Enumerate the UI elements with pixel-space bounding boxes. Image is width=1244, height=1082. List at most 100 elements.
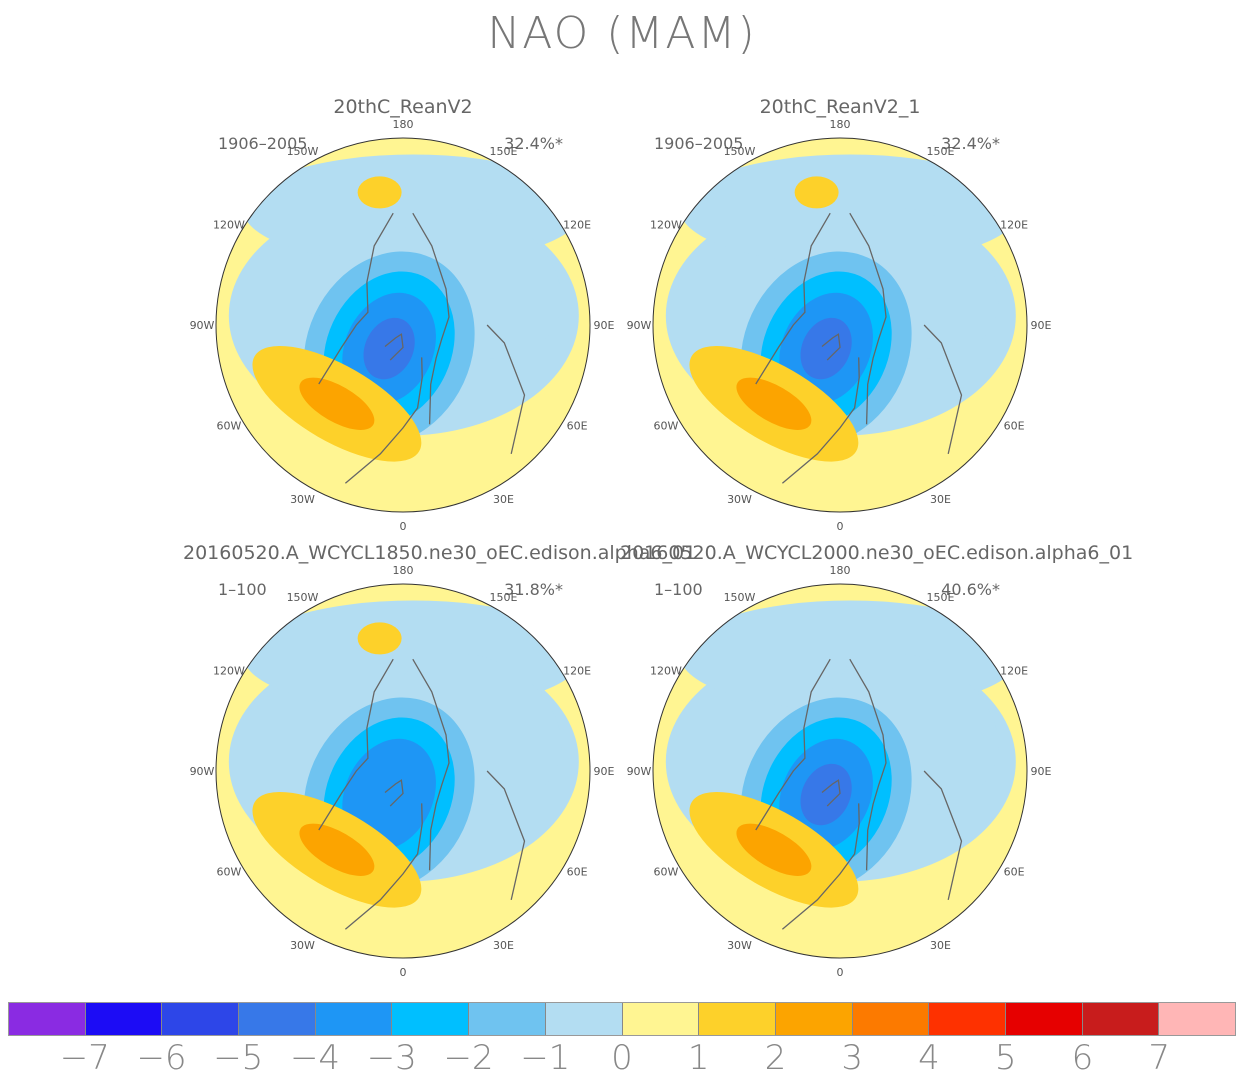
panel-title: 20thC_ReanV2 — [333, 96, 473, 118]
coastline — [384, 333, 404, 361]
panel-variance: 32.4%* — [504, 134, 563, 153]
coastline — [412, 658, 450, 871]
longitude-label: 180 — [830, 564, 851, 577]
longitude-label: 90W — [190, 765, 215, 778]
panel-period: 1906–2005 — [218, 134, 308, 153]
longitude-label: 90E — [594, 765, 615, 778]
field-atlantic-high — [736, 823, 812, 876]
coastlines — [755, 658, 963, 930]
colorbar-segment — [239, 1003, 316, 1035]
coastline — [318, 658, 394, 831]
longitude-label: 180 — [393, 564, 414, 577]
longitude-label: 30E — [493, 939, 514, 952]
map-panel: 20160520.A_WCYCL1850.ne30_oEC.edison.alp… — [183, 542, 697, 987]
map-panel: 20160520.A_WCYCL2000.ne30_oEC.edison.alp… — [620, 542, 1134, 987]
colorbar-tick-label: −6 — [136, 1038, 187, 1078]
longitude-label: 90W — [627, 765, 652, 778]
coastline — [486, 770, 526, 901]
colorbar — [8, 1002, 1236, 1036]
coastline — [821, 333, 841, 361]
colorbar-segment — [775, 1003, 853, 1035]
coastline — [821, 779, 841, 807]
coastline — [849, 658, 887, 871]
field-atlantic-high — [736, 377, 812, 430]
field-arctic-low — [363, 317, 415, 380]
longitude-label: 30E — [930, 939, 951, 952]
panel-period: 1906–2005 — [654, 134, 744, 153]
coastline — [923, 770, 963, 901]
field-arctic-low — [800, 763, 852, 826]
coastline — [781, 803, 860, 930]
longitude-label: 90E — [1031, 319, 1052, 332]
panel-title: 20160520.A_WCYCL1850.ne30_oEC.edison.alp… — [183, 542, 697, 564]
coastline — [781, 357, 860, 484]
polar-map: 180 150E 120E 90E 60E 30E 0 30W 60W 90W 120W 150W — [627, 564, 1052, 979]
coastline — [849, 212, 887, 425]
colorbar-tick-label: −4 — [289, 1038, 341, 1078]
longitude-label: 90E — [594, 319, 615, 332]
map-panel: 20thC_ReanV2_1 1906–2005 32.4%* 180 150E 1… — [620, 96, 1060, 541]
panel-title: 20160520.A_WCYCL2000.ne30_oEC.edison.alp… — [620, 542, 1134, 564]
field-atlantic-high — [299, 823, 375, 876]
longitude-label: 60W — [216, 420, 241, 433]
longitude-label: 0 — [837, 520, 844, 533]
colorbar-tick-label: −1 — [520, 1038, 571, 1078]
longitude-label: 0 — [837, 966, 844, 979]
coastline — [344, 357, 423, 484]
colorbar-segment — [1082, 1003, 1160, 1035]
colorbar-segment — [392, 1003, 470, 1035]
colorbar-segment — [9, 1003, 86, 1035]
colorbar-segment — [162, 1003, 240, 1035]
colorbar-tick-label: 7 — [1148, 1038, 1171, 1078]
longitude-label: 120E — [563, 665, 591, 678]
longitude-label: 120E — [1000, 219, 1028, 232]
longitude-label: 0 — [400, 520, 407, 533]
colorbar-tick-label: −3 — [366, 1038, 417, 1078]
longitude-label: 150E — [927, 591, 955, 604]
colorbar-tick-label: 0 — [611, 1038, 633, 1078]
map-border — [652, 583, 1028, 959]
longitude-label: 150W — [724, 145, 756, 158]
map-border — [215, 137, 591, 513]
coastline — [412, 212, 450, 425]
coastline — [384, 779, 404, 807]
longitude-label: 150E — [927, 145, 955, 158]
coastlines — [318, 658, 526, 930]
field-pacific-high — [357, 622, 402, 655]
coastlines — [318, 212, 526, 484]
colorbar-tick-label: −5 — [213, 1038, 264, 1078]
coastline — [755, 658, 831, 831]
coastline — [486, 324, 526, 455]
longitude-label: 120E — [563, 219, 591, 232]
panel-period: 1–100 — [654, 580, 703, 599]
longitude-label: 120W — [213, 219, 245, 232]
colorbar-tick-label: 6 — [1071, 1038, 1094, 1078]
longitude-label: 120W — [650, 665, 682, 678]
colorbar-tick-label: −2 — [443, 1038, 494, 1078]
longitude-label: 60W — [216, 866, 241, 879]
field-pacific-high — [357, 176, 402, 209]
colorbar-tick-label: 3 — [841, 1038, 864, 1078]
polar-map: 180 150E 120E 90E 60E 30E 0 30W 60W 90W 120W 150W — [190, 118, 615, 533]
longitude-label: 0 — [400, 966, 407, 979]
longitude-label: 120E — [1000, 665, 1028, 678]
longitude-label: 30W — [727, 939, 752, 952]
colorbar-segment — [852, 1003, 930, 1035]
longitude-label: 90W — [627, 319, 652, 332]
coastline — [344, 803, 423, 930]
longitude-label: 90W — [190, 319, 215, 332]
colorbar-tick-label: 1 — [687, 1038, 710, 1078]
figure-title: NAO (MAM) — [487, 8, 757, 59]
polar-map: 180 150E 120E 90E 60E 30E 0 30W 60W 90W 120W 150W — [627, 118, 1052, 533]
map-border — [652, 137, 1028, 513]
colorbar-labels: −7 −6 −5 −4 −3 −2 −1 0 1 2 3 4 5 6 7 — [0, 1038, 1244, 1082]
panel-variance: 32.4%* — [941, 134, 1000, 153]
colorbar-tick-label: 5 — [994, 1038, 1017, 1078]
panel-title: 20thC_ReanV2_1 — [759, 96, 921, 118]
colorbar-segment — [85, 1003, 163, 1035]
longitude-label: 60E — [1004, 866, 1025, 879]
colorbar-segment — [699, 1003, 776, 1035]
longitude-label: 30W — [290, 493, 315, 506]
longitude-label: 60W — [653, 866, 678, 879]
colorbar-segment — [622, 1003, 700, 1035]
